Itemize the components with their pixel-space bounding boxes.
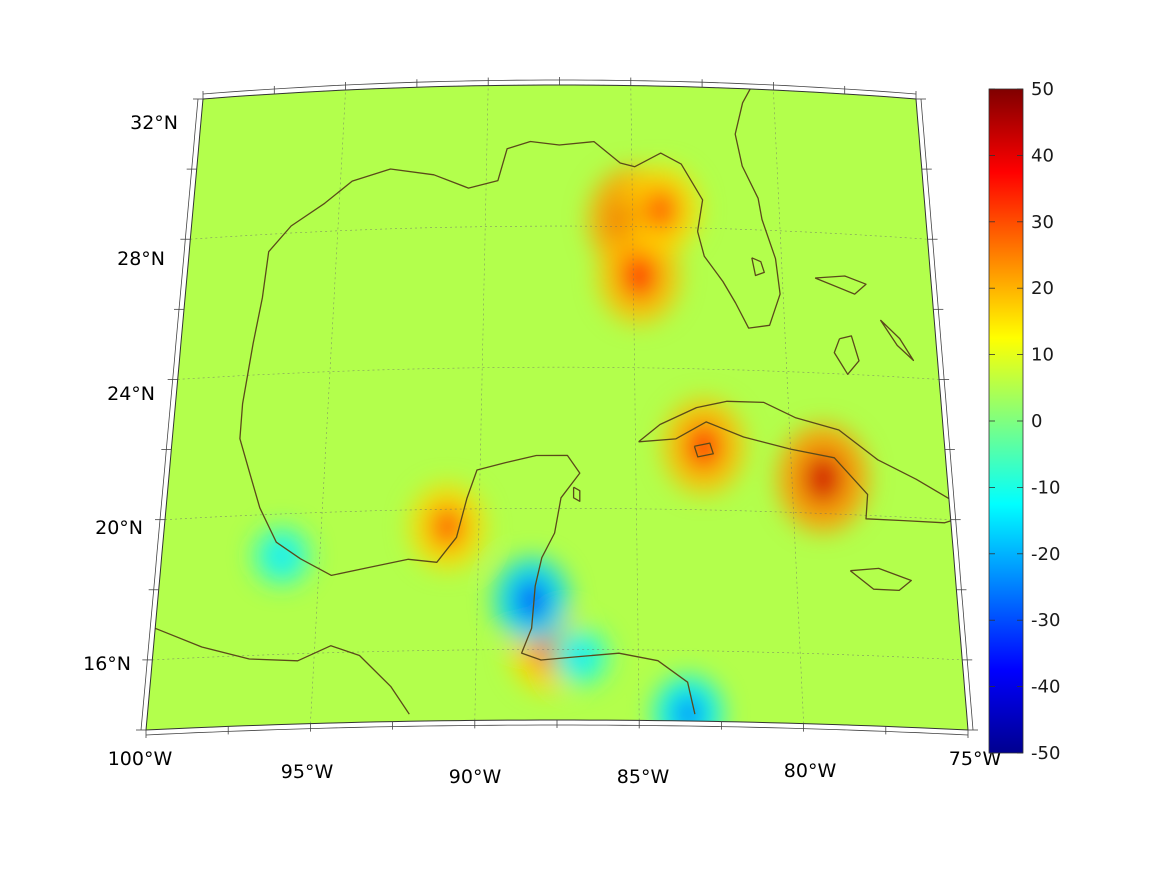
coastline xyxy=(751,257,765,277)
colorbar-label: -50 xyxy=(1031,743,1060,764)
anomaly-core xyxy=(431,506,463,548)
colorbar-label: 40 xyxy=(1031,145,1054,166)
parallel-gridline xyxy=(177,366,940,380)
colorbar-label: 10 xyxy=(1031,345,1054,366)
heatmap-field xyxy=(146,85,968,730)
coastline xyxy=(879,319,915,362)
lat-label: 20°N xyxy=(95,517,143,539)
lon-label: 90°W xyxy=(449,766,502,788)
lat-label: 28°N xyxy=(117,248,165,270)
anomaly-core xyxy=(516,579,548,621)
parallel-gridline xyxy=(164,507,951,520)
map-frame xyxy=(136,77,978,738)
colorbar-label: 30 xyxy=(1031,212,1054,233)
frame-outer-left xyxy=(140,98,199,731)
lon-label: 100°W xyxy=(108,748,173,770)
colorbar: 50 40 30 20 10 0 -10 -20 -30 -40 -50 xyxy=(988,79,1060,764)
lon-label: 95°W xyxy=(281,761,334,783)
lat-label: 32°N xyxy=(130,112,178,134)
meridian-gridline xyxy=(474,85,489,721)
meridian-gridline xyxy=(630,85,640,721)
colorbar-label: -30 xyxy=(1031,610,1060,631)
colorbar-ticks: 50 40 30 20 10 0 -10 -20 -30 -40 -50 xyxy=(989,79,1060,764)
coastline xyxy=(849,567,912,592)
coastline xyxy=(572,486,581,502)
coastline xyxy=(638,400,968,524)
coastline xyxy=(696,85,781,329)
anomaly-core xyxy=(686,424,721,469)
coastlines xyxy=(154,85,968,715)
frame-outer-right xyxy=(920,98,974,731)
lon-label: 80°W xyxy=(784,760,837,782)
coastline xyxy=(814,275,867,295)
lat-label: 24°N xyxy=(107,383,155,405)
coastline xyxy=(239,140,704,715)
coastline xyxy=(154,627,410,715)
anomaly-core xyxy=(646,189,678,231)
anomaly-core xyxy=(804,453,842,504)
parallel-gridline xyxy=(152,649,963,661)
heatmap-anomalies xyxy=(252,166,869,730)
lat-label: 16°N xyxy=(83,653,131,675)
meridian-gridline xyxy=(310,89,346,724)
anomaly-core xyxy=(674,695,703,730)
longitude-labels: 100°W 95°W 90°W 85°W 80°W 75°W xyxy=(108,748,1002,788)
colorbar-label: 20 xyxy=(1031,278,1054,299)
meridian-gridline xyxy=(773,89,804,724)
colorbar-label: -20 xyxy=(1031,544,1060,565)
coastline xyxy=(833,335,860,375)
colorbar-label: -40 xyxy=(1031,677,1060,698)
latitude-labels: 32°N 28°N 24°N 20°N 16°N xyxy=(83,112,178,675)
colorbar-label: 50 xyxy=(1031,79,1054,100)
coastline xyxy=(693,442,714,458)
lon-label: 85°W xyxy=(617,766,670,788)
colorbar-label: 0 xyxy=(1031,411,1042,432)
lon-label: 75°W xyxy=(949,748,1002,770)
colorbar-label: -10 xyxy=(1031,477,1060,498)
anomaly-core xyxy=(269,540,294,572)
anomaly-core xyxy=(622,253,657,299)
